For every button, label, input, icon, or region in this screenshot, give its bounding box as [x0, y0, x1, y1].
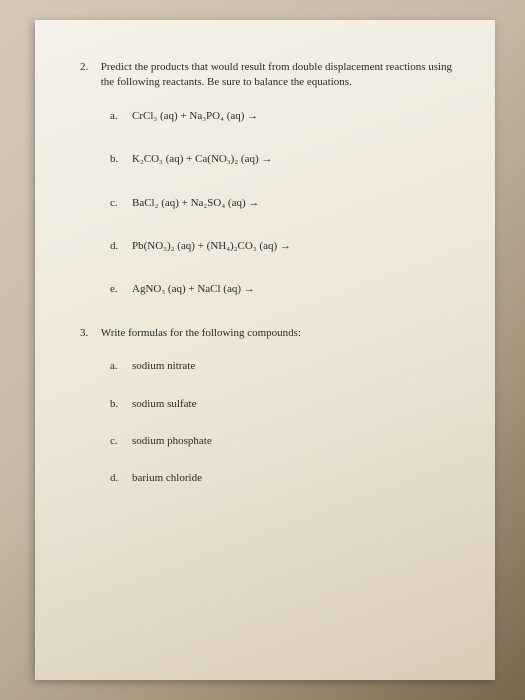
item-letter: d. [110, 471, 132, 486]
item-letter: a. [110, 359, 132, 374]
q3-item-b: b. sodium sulfate [110, 397, 465, 412]
item-formula: BaCl₂ (aq) + Na₂SO₄ (aq) → [132, 196, 465, 211]
item-letter: d. [110, 239, 132, 254]
item-letter: a. [110, 109, 132, 124]
item-letter: c. [110, 196, 132, 211]
question-2: 2. Predict the products that would resul… [80, 60, 465, 91]
q2-item-d: d. Pb(NO₃)₂ (aq) + (NH₄)₂CO₃ (aq) → [110, 239, 465, 254]
q2-text: Predict the products that would result f… [101, 60, 461, 91]
q2-item-b: b. K₂CO₃ (aq) + Ca(NO₃)₂ (aq) → [110, 152, 465, 167]
q3-text: Write formulas for the following compoun… [101, 326, 461, 341]
compound-name: sodium phosphate [132, 434, 465, 449]
q2-item-c: c. BaCl₂ (aq) + Na₂SO₄ (aq) → [110, 196, 465, 211]
compound-name: sodium sulfate [132, 397, 465, 412]
question-3: 3. Write formulas for the following comp… [80, 326, 465, 341]
q3-item-d: d. barium chloride [110, 471, 465, 486]
q3-number: 3. [80, 326, 98, 341]
q3-item-a: a. sodium nitrate [110, 359, 465, 374]
item-letter: c. [110, 434, 132, 449]
q2-number: 2. [80, 60, 98, 75]
q2-item-e: e. AgNO₃ (aq) + NaCl (aq) → [110, 282, 465, 297]
q3-item-c: c. sodium phosphate [110, 434, 465, 449]
item-formula: AgNO₃ (aq) + NaCl (aq) → [132, 282, 465, 297]
worksheet-page: 2. Predict the products that would resul… [35, 20, 495, 680]
q2-item-a: a. CrCl₃ (aq) + Na₃PO₄ (aq) → [110, 109, 465, 124]
item-letter: e. [110, 282, 132, 297]
item-letter: b. [110, 152, 132, 167]
compound-name: barium chloride [132, 471, 465, 486]
item-formula: Pb(NO₃)₂ (aq) + (NH₄)₂CO₃ (aq) → [132, 239, 465, 254]
compound-name: sodium nitrate [132, 359, 465, 374]
item-letter: b. [110, 397, 132, 412]
item-formula: CrCl₃ (aq) + Na₃PO₄ (aq) → [132, 109, 465, 124]
item-formula: K₂CO₃ (aq) + Ca(NO₃)₂ (aq) → [132, 152, 465, 167]
